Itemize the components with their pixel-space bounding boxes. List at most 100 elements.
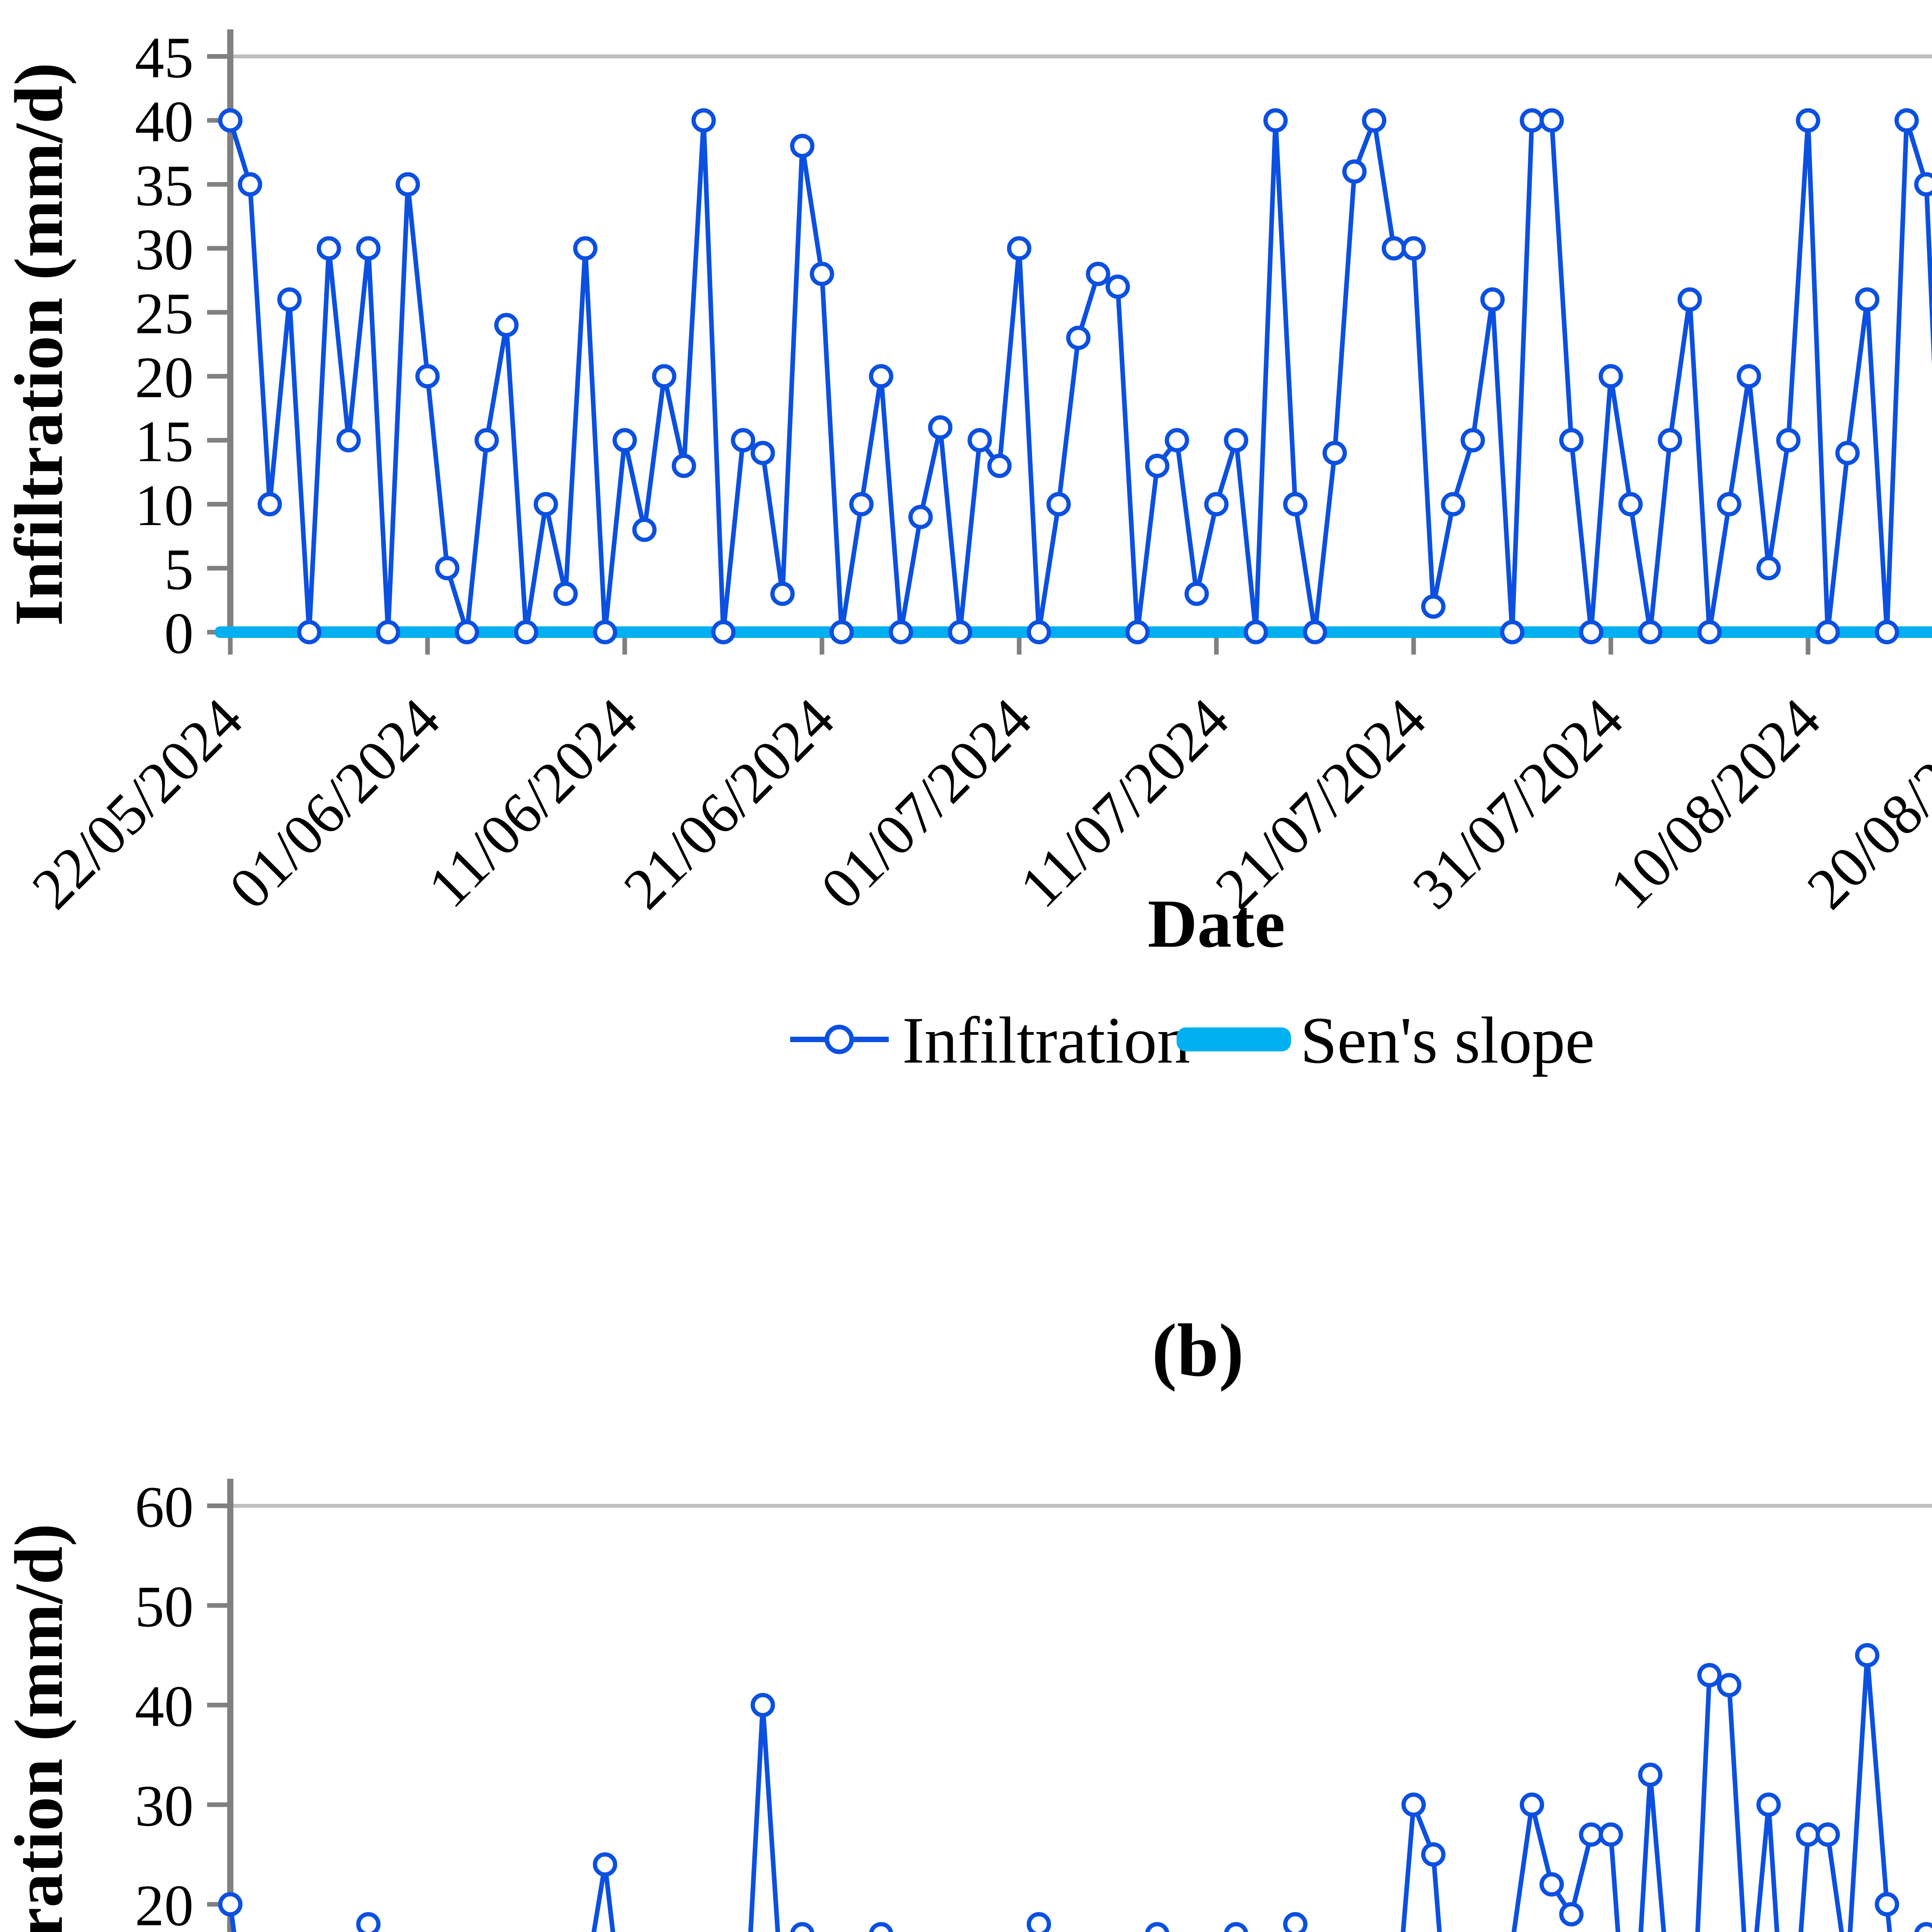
data-point-marker — [869, 1922, 893, 1932]
data-point-marker — [829, 620, 854, 645]
data-point-marker — [1303, 620, 1327, 645]
data-point-marker — [1559, 428, 1584, 452]
y-tick-label: 0 — [164, 601, 194, 666]
x-tick-label: 22/05/2024 — [20, 686, 255, 921]
x-tick-label: 31/07/2024 — [1400, 686, 1635, 921]
panel-b-label: (b) — [1152, 1309, 1244, 1392]
x-tick-label: 11/06/2024 — [416, 686, 649, 920]
data-point-marker — [336, 428, 361, 452]
data-point-marker — [1007, 236, 1032, 261]
data-point-marker — [1243, 620, 1268, 645]
data-point-marker — [238, 172, 262, 197]
data-point-marker — [593, 1852, 617, 1877]
data-point-marker — [356, 236, 381, 261]
data-point-marker — [1815, 620, 1840, 645]
data-point-marker — [553, 582, 578, 606]
data-point-marker — [435, 556, 459, 580]
data-point-marker — [1105, 274, 1130, 299]
infiltration-series-line — [228, 1653, 1927, 1932]
data-point-marker — [1421, 1842, 1446, 1867]
data-point-marker — [1835, 440, 1860, 465]
data-point-marker — [1579, 620, 1604, 645]
chart-b-y-axis-title: Infiltration (mm/d) — [0, 1524, 77, 1932]
legend-infiltration-marker-icon — [825, 1025, 854, 1054]
y-tick-label: 45 — [135, 25, 194, 90]
data-point-marker — [1914, 1922, 1932, 1932]
data-point-marker — [731, 428, 755, 452]
data-point-marker — [1027, 620, 1051, 645]
infiltration-series-line — [228, 118, 1932, 634]
data-point-marker — [395, 172, 420, 197]
data-point-marker — [1461, 428, 1485, 452]
data-point-marker — [1559, 1902, 1584, 1927]
chart-a-x-axis-title: Date — [1148, 885, 1285, 962]
data-point-marker — [1401, 236, 1426, 261]
x-tick-label: 21/06/2024 — [611, 686, 846, 921]
data-point-marker — [790, 134, 815, 158]
data-point-marker — [218, 108, 243, 133]
data-point-marker — [1618, 492, 1643, 517]
data-point-marker — [1441, 492, 1465, 517]
data-point-marker — [652, 364, 677, 389]
data-point-marker — [1500, 620, 1525, 645]
data-point-marker — [632, 517, 657, 542]
data-point-marker — [1599, 1822, 1623, 1847]
y-tick-label: 40 — [135, 1674, 194, 1739]
y-tick-label: 25 — [135, 281, 194, 346]
x-tick-label: 10/08/2024 — [1597, 686, 1832, 921]
data-point-marker — [1046, 492, 1071, 517]
data-point-marker — [573, 236, 598, 261]
y-tick-label: 50 — [135, 1574, 194, 1639]
data-point-marker — [1283, 1912, 1308, 1932]
data-point-marker — [1145, 1922, 1169, 1932]
data-point-marker — [1815, 1822, 1840, 1847]
data-point-marker — [1421, 594, 1446, 619]
data-point-marker — [928, 415, 952, 440]
data-point-marker — [1539, 108, 1564, 133]
data-point-marker — [1342, 159, 1367, 184]
data-point-marker — [316, 236, 341, 261]
infiltration-markers — [218, 1643, 1932, 1932]
data-point-marker — [1855, 1643, 1879, 1668]
data-point-marker — [1855, 287, 1879, 312]
data-point-marker — [376, 620, 400, 645]
chart-a-legend-infiltration-label: Infiltration — [902, 1004, 1190, 1077]
data-point-marker — [1796, 1822, 1820, 1847]
data-point-marker — [534, 492, 558, 517]
data-point-marker — [1776, 428, 1801, 452]
data-point-marker — [1401, 1793, 1426, 1817]
data-point-marker — [257, 492, 282, 517]
data-point-marker — [1520, 108, 1544, 133]
data-point-marker — [1579, 1822, 1604, 1847]
data-point-marker — [849, 492, 874, 517]
data-point-marker — [1697, 1663, 1722, 1687]
data-point-marker — [1283, 492, 1308, 517]
data-point-marker — [691, 108, 716, 133]
data-point-marker — [1322, 440, 1347, 465]
data-point-marker — [1086, 262, 1111, 286]
data-point-marker — [514, 620, 539, 645]
y-tick-label: 15 — [135, 409, 194, 474]
data-point-marker — [218, 1892, 243, 1917]
data-point-marker — [1638, 1762, 1663, 1787]
data-point-marker — [810, 262, 834, 286]
data-point-marker — [1756, 1793, 1781, 1817]
data-point-marker — [474, 428, 499, 452]
data-point-marker — [750, 1693, 775, 1718]
data-point-marker — [1697, 620, 1722, 645]
data-point-marker — [1874, 620, 1899, 645]
data-point-marker — [1914, 172, 1932, 197]
data-point-marker — [1677, 287, 1702, 312]
data-point-marker — [1204, 492, 1229, 517]
y-tick-label: 20 — [135, 345, 194, 410]
data-point-marker — [790, 1922, 815, 1932]
y-tick-label: 5 — [164, 537, 194, 602]
data-point-marker — [1165, 428, 1189, 452]
data-point-marker — [987, 454, 1012, 478]
data-point-marker — [869, 364, 893, 389]
x-tick-label: 01/07/2024 — [808, 686, 1043, 921]
data-point-marker — [948, 620, 972, 645]
chart-a-y-axis-title: Infiltration (mm/d) — [0, 63, 77, 626]
data-point-marker — [612, 428, 637, 452]
